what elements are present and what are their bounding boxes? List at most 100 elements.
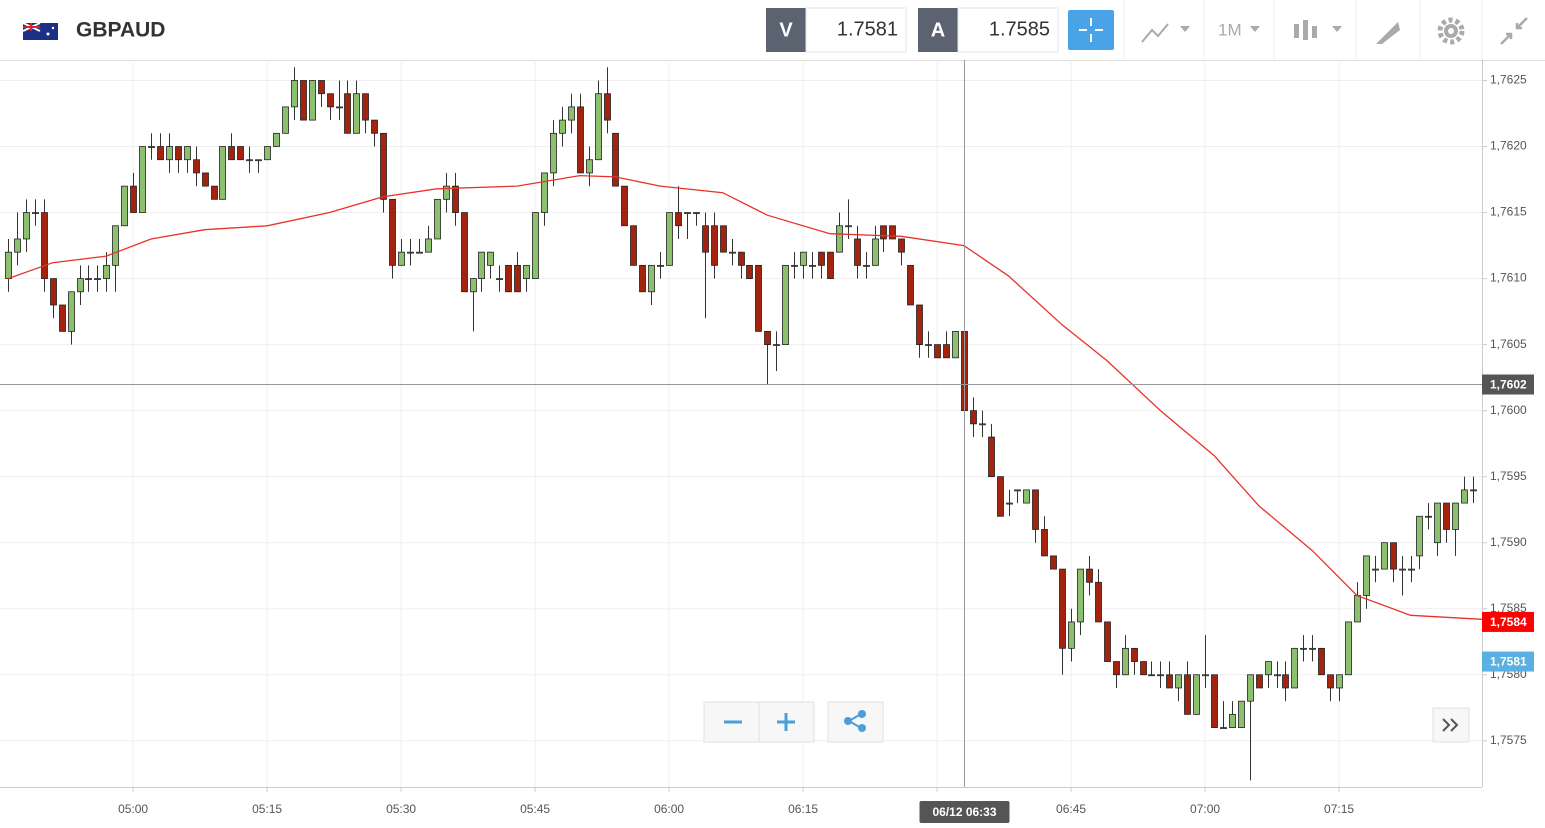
candle-body (1408, 568, 1415, 571)
candle-body (14, 238, 21, 253)
ask-button[interactable] (918, 8, 958, 52)
candle-body (1050, 555, 1057, 570)
candle-body (443, 185, 450, 200)
candle-body (389, 198, 396, 266)
candle-body (1300, 647, 1307, 650)
candle-body (237, 146, 244, 161)
y-tick-label: 1,7585 (1490, 601, 1527, 615)
candle-body (934, 344, 941, 359)
candle-body (746, 264, 753, 279)
candle-body (202, 172, 209, 187)
candle-body (1416, 515, 1423, 557)
candle-body (532, 212, 539, 279)
plot (0, 60, 1483, 787)
candle-body (282, 106, 289, 134)
flag (22, 22, 58, 40)
candle-body (1104, 621, 1111, 662)
chart-type-button[interactable] (1294, 20, 1342, 40)
candle-body (470, 278, 477, 293)
candle-body (1113, 661, 1120, 676)
x-tick-label: 06:00 (654, 802, 684, 816)
bid-button[interactable] (766, 8, 806, 52)
candle-body (541, 172, 548, 213)
candle-body (1238, 700, 1245, 728)
candle-body (336, 106, 343, 109)
candle-body (228, 146, 235, 161)
candle-body (41, 212, 48, 279)
candle-body (729, 251, 736, 254)
x-tick-label: 07:00 (1190, 802, 1220, 816)
candle-body (997, 476, 1004, 517)
candle-body (398, 251, 405, 266)
price-tag (1482, 611, 1534, 632)
candle-body (461, 212, 468, 293)
candle-body (1175, 674, 1182, 689)
candle-body (496, 278, 503, 280)
candle-body (702, 225, 709, 253)
candle-body (898, 238, 905, 253)
candle-body (1452, 502, 1459, 530)
candle-body (1390, 542, 1397, 570)
candle-body (353, 93, 360, 134)
candle-body (1202, 674, 1209, 677)
bid-price: 1.7581 (837, 18, 898, 40)
candle-body (836, 225, 843, 253)
candle-body (925, 344, 932, 347)
candle-body (318, 80, 325, 95)
scroll-end-button[interactable] (1432, 707, 1470, 743)
candle-body (32, 212, 39, 214)
candle-body (1256, 674, 1263, 689)
zoom-in-button[interactable] (758, 701, 815, 743)
candle-body (1211, 674, 1218, 728)
x-tick-label: 05:30 (386, 802, 416, 816)
candle-body (693, 212, 700, 214)
candle-body (211, 185, 218, 200)
candle-body (309, 80, 316, 121)
candle-body (738, 251, 745, 266)
candle-body (872, 238, 879, 266)
candle-body (612, 132, 619, 187)
candle-body (1059, 568, 1066, 649)
candle-body (68, 291, 75, 332)
settings-button[interactable] (1437, 17, 1465, 45)
candle-body (371, 119, 378, 134)
candle-body (845, 225, 852, 228)
candle-body (764, 330, 771, 346)
candle-body (1274, 674, 1281, 677)
crosshair-y-tag (1482, 374, 1534, 395)
zoom-out-button[interactable] (703, 701, 760, 743)
x-tick-label: 07:15 (1324, 802, 1354, 816)
candle-body (291, 80, 298, 108)
symbol: GBPAUD (76, 19, 165, 42)
candle-body (523, 264, 530, 279)
share-button[interactable] (827, 701, 884, 743)
crosshair-button[interactable] (1068, 10, 1114, 50)
y-tick-label: 1,7625 (1490, 73, 1527, 87)
candle-body (1086, 568, 1093, 583)
collapse-button[interactable] (1500, 17, 1528, 45)
x-tick-label: 05:00 (118, 802, 148, 816)
candle-body (434, 198, 441, 240)
candle-body (1131, 647, 1138, 662)
candle-body (1265, 661, 1272, 676)
ask-label: A (931, 19, 945, 41)
draw-button[interactable] (1376, 22, 1400, 44)
candle-body (916, 304, 923, 346)
candle-body (1381, 542, 1388, 570)
candle-body (380, 132, 387, 200)
timeframe[interactable]: 1M (1218, 20, 1242, 39)
grid (0, 60, 1482, 787)
candle-body (773, 344, 780, 347)
candle-body (478, 251, 485, 279)
candle-body (487, 251, 494, 266)
candle-body (157, 146, 164, 161)
candle-body (943, 344, 950, 359)
candle-body (184, 146, 191, 161)
candle-body (50, 278, 57, 306)
indicator-button[interactable] (1141, 23, 1190, 43)
x-tick-label: 05:15 (252, 802, 282, 816)
y-tick-label: 1,7610 (1490, 271, 1527, 285)
candle-body (1372, 568, 1379, 571)
candle-body (1345, 621, 1352, 676)
